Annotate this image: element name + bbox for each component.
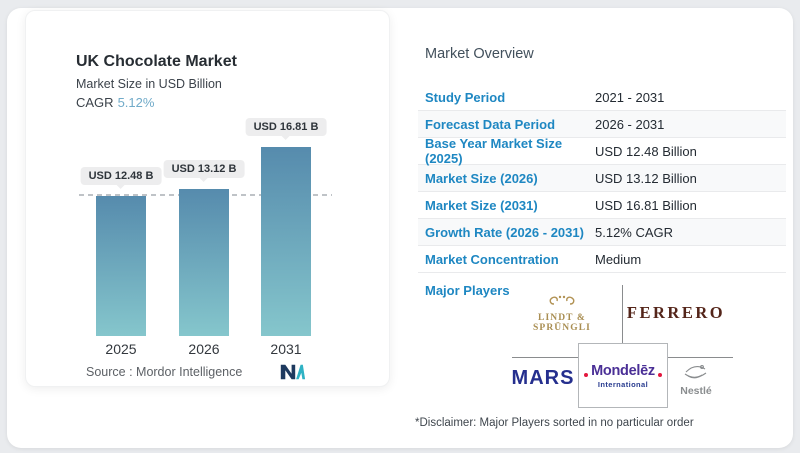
players-divider-horizontal-right <box>668 357 733 358</box>
mordor-intelligence-logo-icon <box>279 363 306 386</box>
source-attribution: Source : Mordor Intelligence <box>86 365 242 379</box>
row-value: 2021 - 2031 <box>595 89 665 105</box>
nestle-logo: Nestlé <box>670 363 722 397</box>
source-label: Source : <box>86 365 137 379</box>
players-divider-vertical <box>622 285 623 343</box>
lindt-sprungli-logo: LINDT & SPRÜNGLI <box>512 293 612 333</box>
nestle-wordmark: Nestlé <box>680 385 712 397</box>
row-label: Market Size (2026) <box>425 170 538 186</box>
x-axis-label: 2031 <box>270 341 302 357</box>
overview-table: Study Period 2021 - 2031 Forecast Data Per… <box>418 84 786 273</box>
major-players-label: Major Players <box>425 283 510 298</box>
ferrero-logo: FERRERO <box>626 303 726 322</box>
mondelez-name: Mondelēz <box>591 362 655 379</box>
bar-value-label: USD 12.48 B <box>80 167 162 185</box>
mondelez-accent-dot <box>657 372 662 377</box>
table-row: Base Year Market Size (2025) USD 12.48 Bi… <box>418 136 786 166</box>
bar-chart: USD 12.48 B 2025 USD 13.12 B 2026 USD 16… <box>26 11 389 386</box>
x-axis-label: 2025 <box>105 341 137 357</box>
row-value: Medium <box>595 251 642 267</box>
bar-value-label: USD 16.81 B <box>245 118 327 136</box>
chart-title: UK Chocolate Market <box>76 53 237 70</box>
row-label: Base Year Market Size (2025) <box>425 136 563 166</box>
cagr-label: CAGR <box>76 95 114 110</box>
cagr-value: 5.12% <box>117 95 155 110</box>
row-label: Market Concentration <box>425 251 559 267</box>
players-divider-horizontal-left <box>512 357 578 358</box>
table-row: Forecast Data Period 2026 - 2031 <box>418 111 786 138</box>
lindt-wordmark: LINDT & SPRÜNGLI <box>533 313 591 333</box>
table-row: Study Period 2021 - 2031 <box>418 84 786 111</box>
nestle-nest-icon <box>684 365 707 379</box>
players-disclaimer: *Disclaimer: Major Players sorted in no … <box>415 417 694 429</box>
row-value: USD 13.12 Billion <box>595 170 697 186</box>
row-label: Forecast Data Period <box>425 116 556 132</box>
mondelez-subtext: International <box>597 379 649 389</box>
table-row: Market Size (2031) USD 16.81 Billion <box>418 192 786 219</box>
row-label: Market Size (2031) <box>425 197 538 213</box>
chart-card: UK Chocolate Market Market Size in USD B… <box>25 10 390 387</box>
chart-subtitle: Market Size in USD Billion <box>76 77 222 91</box>
source-value: Mordor Intelligence <box>136 365 243 379</box>
bar-2025 <box>96 196 146 336</box>
mondelez-accent-dot <box>584 372 589 377</box>
row-value: USD 16.81 Billion <box>595 197 697 213</box>
bar-2026 <box>179 189 229 336</box>
row-label: Study Period <box>425 89 506 105</box>
mondelez-logo-card: Mondelēz International <box>578 343 668 408</box>
chart-cagr: CAGR 5.12% <box>76 95 154 110</box>
mondelez-wordmark: Mondelēz <box>584 362 662 379</box>
table-row: Market Size (2026) USD 13.12 Billion <box>418 165 786 192</box>
table-row: Market Concentration Medium <box>418 246 786 273</box>
bar-value-label: USD 13.12 B <box>163 160 245 178</box>
lindt-crest-icon <box>549 295 575 305</box>
row-label: Growth Rate (2026 - 2031) <box>425 224 584 240</box>
row-value: 2026 - 2031 <box>595 116 665 132</box>
bar-2031 <box>261 147 311 336</box>
row-value: 5.12% CAGR <box>595 224 674 240</box>
table-row: Growth Rate (2026 - 2031) 5.12% CAGR <box>418 219 786 246</box>
row-value: USD 12.48 Billion <box>595 143 697 159</box>
x-axis-label: 2026 <box>188 341 220 357</box>
mars-logo: MARS <box>511 367 575 389</box>
overview-heading: Market Overview <box>425 46 534 62</box>
